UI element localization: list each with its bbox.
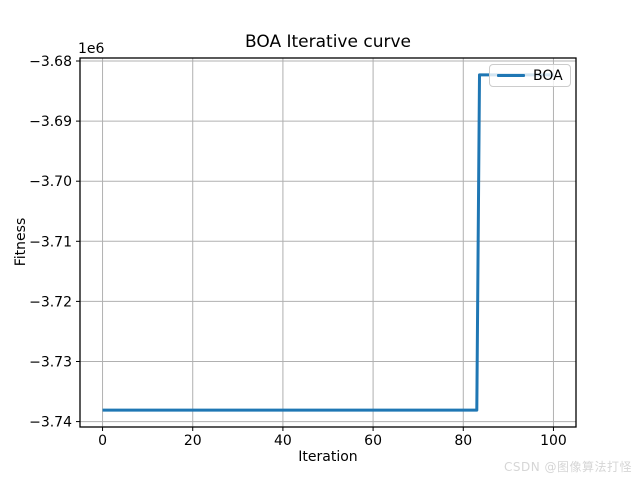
y-tick-label-4: −3.70 (29, 174, 72, 190)
legend-line-sample-icon (497, 74, 525, 77)
y-axis-label: Fitness (13, 217, 29, 267)
x-tick-label-4: 80 (454, 433, 472, 449)
y-axis-offset-text: 1e6 (78, 41, 105, 57)
curve-BOA (102, 73, 554, 412)
x-tick-label-2: 40 (274, 433, 292, 449)
axes-frame (79, 57, 577, 428)
legend: BOA (489, 64, 571, 87)
y-tick-label-5: −3.69 (29, 114, 72, 130)
x-tick-label-1: 20 (184, 433, 202, 449)
y-tick-label-6: −3.68 (29, 54, 72, 70)
legend-label: BOA (533, 67, 563, 84)
y-tick-label-2: −3.72 (29, 294, 72, 310)
chart-title: BOA Iterative curve (245, 32, 411, 52)
y-tick-label-3: −3.71 (29, 234, 72, 250)
y-tick-label-1: −3.73 (29, 354, 72, 370)
x-tick-label-5: 100 (540, 433, 567, 449)
watermark: CSDN @图像算法打怪 (503, 460, 632, 474)
x-tick-label-3: 60 (364, 433, 382, 449)
y-tick-label-0: −3.74 (29, 415, 72, 431)
x-axis-label: Iteration (298, 449, 358, 465)
x-tick-label-0: 0 (98, 433, 107, 449)
